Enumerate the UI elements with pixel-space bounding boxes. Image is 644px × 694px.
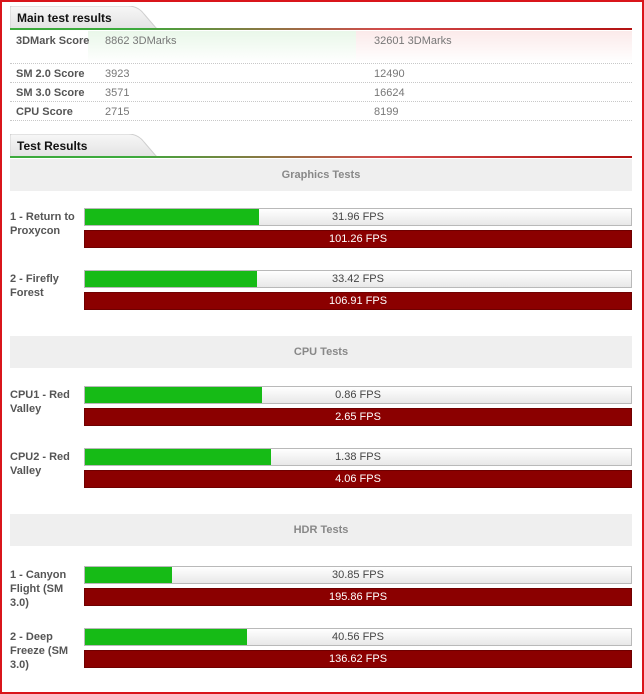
table-row: SM 3.0 Score 3571 16624 [10,83,632,102]
header-underline [10,156,632,158]
fps-value-card1: 30.85 FPS [332,569,384,581]
green-column-bg [88,31,356,63]
fps-bar-card2: 101.26 FPS [84,230,632,248]
fps-bar-card1: 30.85 FPS [84,566,632,584]
table-row: SM 2.0 Score 3923 12490 [10,64,632,83]
fps-bar-card1: 33.42 FPS [84,270,632,288]
row-label: CPU Score [16,106,73,118]
fps-value-card2: 106.91 FPS [328,295,388,307]
fps-bar-card1: 0.86 FPS [84,386,632,404]
fps-bar-fill [85,271,257,287]
test-row: 1 - Canyon Flight (SM 3.0) 30.85 FPS 195… [10,562,632,612]
main-results-header: Main test results [10,6,632,30]
fps-value-card2: 2.65 FPS [335,411,381,423]
fps-bar-fill [85,449,271,465]
value-card2: 12490 [374,68,405,80]
fps-bar-card2: 106.91 FPS [84,292,632,310]
value-card1: 3923 [105,68,130,80]
fps-value-card1: 1.38 FPS [335,451,381,463]
test-row: CPU1 - Red Valley 0.86 FPS 2.65 FPS [10,382,632,432]
fps-bar-card1: 40.56 FPS [84,628,632,646]
fps-value-card2: 4.06 FPS [335,473,381,485]
row-label: SM 2.0 Score [16,68,85,80]
test-row: 2 - Deep Freeze (SM 3.0) 40.56 FPS 136.6… [10,624,632,674]
test-results-header: Test Results [10,134,632,158]
tab-shape [10,6,160,30]
test-results-title: Test Results [17,139,88,153]
value-card2: 8199 [374,106,399,118]
fps-value-card2: 195.86 FPS [328,591,388,603]
section-header-graphics: Graphics Tests [10,159,632,191]
fps-value-card1: 40.56 FPS [332,631,384,643]
value-card2: 32601 3DMarks [374,35,452,47]
tab-shape [10,134,160,158]
test-name: CPU2 - Red Valley [10,451,70,477]
fps-value-card2: 101.26 FPS [328,233,388,245]
row-label: 3DMark Score [16,35,90,47]
value-card1: 2715 [105,106,130,118]
header-underline [10,28,632,30]
test-name: CPU1 - Red Valley [10,389,70,415]
value-card1: 3571 [105,87,130,99]
test-name: 1 - Return to Proxycon [10,211,75,237]
test-row: 2 - Firefly Forest 33.42 FPS 106.91 FPS [10,266,632,316]
fps-bar-fill [85,629,248,645]
table-row: CPU Score 2715 8199 [10,102,632,121]
fps-value-card1: 31.96 FPS [332,211,384,223]
fps-value-card1: 0.86 FPS [335,389,381,401]
main-results-table: 3DMark Score 8862 3DMarks 32601 3DMarks … [10,31,632,121]
section-header-cpu: CPU Tests [10,336,632,368]
fps-bar-fill [85,567,173,583]
value-card1: 8862 3DMarks [105,35,177,47]
fps-bar-card1: 1.38 FPS [84,448,632,466]
value-card2: 16624 [374,87,405,99]
test-name: 2 - Deep Freeze (SM 3.0) [10,631,69,671]
test-name: 2 - Firefly Forest [10,273,59,299]
fps-bar-card2: 136.62 FPS [84,650,632,668]
row-label: SM 3.0 Score [16,87,85,99]
section-header-hdr: HDR Tests [10,514,632,546]
test-name: 1 - Canyon Flight (SM 3.0) [10,569,67,609]
fps-bar-card2: 4.06 FPS [84,470,632,488]
fps-bar-fill [85,209,259,225]
fps-bar-card2: 195.86 FPS [84,588,632,606]
table-row: 3DMark Score 8862 3DMarks 32601 3DMarks [10,31,632,64]
fps-bar-card2: 2.65 FPS [84,408,632,426]
test-row: 1 - Return to Proxycon 31.96 FPS 101.26 … [10,204,632,254]
main-results-title: Main test results [17,11,112,25]
fps-bar-card1: 31.96 FPS [84,208,632,226]
red-column-bg [356,31,632,63]
fps-bar-fill [85,387,263,403]
fps-value-card2: 136.62 FPS [328,653,388,665]
test-row: CPU2 - Red Valley 1.38 FPS 4.06 FPS [10,444,632,494]
fps-value-card1: 33.42 FPS [332,273,384,285]
